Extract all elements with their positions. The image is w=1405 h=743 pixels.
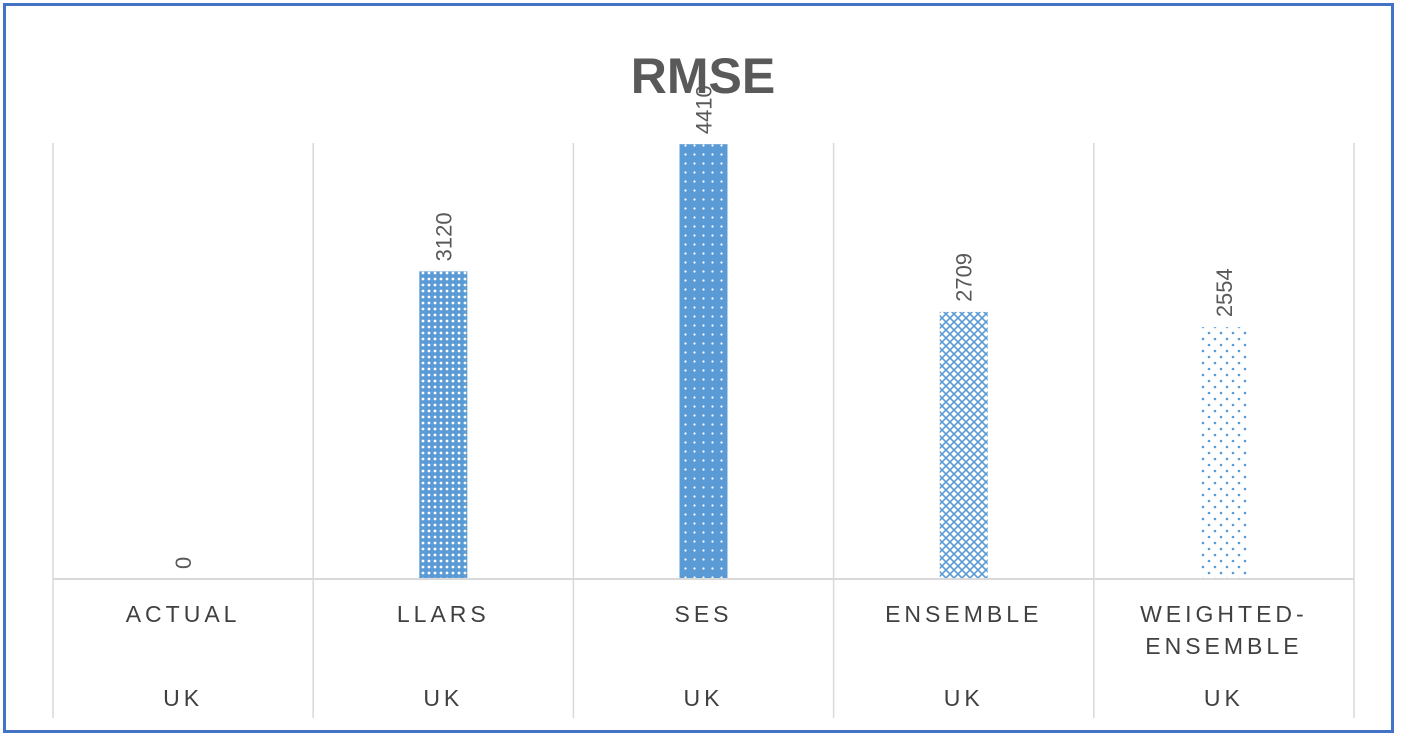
category-label-actual: ACTUAL [126, 601, 241, 627]
chart-title: RMSE [631, 48, 775, 104]
chart-frame: RMSE 0 3120 4410 2709 2554 ACTUAL LLARS SES ENS… [3, 3, 1394, 733]
group-labels: UK UK UK UK UK [163, 685, 1244, 711]
category-label-llars: LLARS [397, 601, 490, 627]
data-labels: 0 3120 4410 2709 2554 [171, 85, 1237, 569]
bar-ses [679, 144, 728, 579]
category-labels: ACTUAL LLARS SES ENSEMBLE WEIGHTED- ENSEMBLE [126, 601, 1308, 659]
group-label-1: UK [423, 685, 463, 711]
bar-llars [419, 271, 468, 579]
data-label-actual: 0 [171, 557, 196, 569]
group-label-2: UK [684, 685, 724, 711]
group-label-3: UK [944, 685, 984, 711]
category-label-ensemble: ENSEMBLE [885, 601, 1042, 627]
category-label-weighted-ensemble-line1: WEIGHTED- [1140, 601, 1308, 627]
data-label-ensemble: 2709 [952, 253, 977, 302]
data-label-llars: 3120 [431, 212, 456, 261]
data-label-ses: 4410 [692, 85, 717, 134]
category-label-weighted-ensemble-line2: ENSEMBLE [1145, 633, 1302, 659]
category-gridlines [52, 143, 1355, 718]
bar-ensemble [939, 311, 988, 579]
group-label-0: UK [163, 685, 203, 711]
bar-weighted-ensemble [1199, 327, 1248, 579]
data-label-weighted-ensemble: 2554 [1212, 268, 1237, 317]
bars [419, 144, 1248, 579]
category-label-ses: SES [674, 601, 732, 627]
group-label-4: UK [1204, 685, 1244, 711]
rmse-bar-chart: RMSE 0 3120 4410 2709 2554 ACTUAL LLARS SES ENS… [52, 48, 1355, 718]
